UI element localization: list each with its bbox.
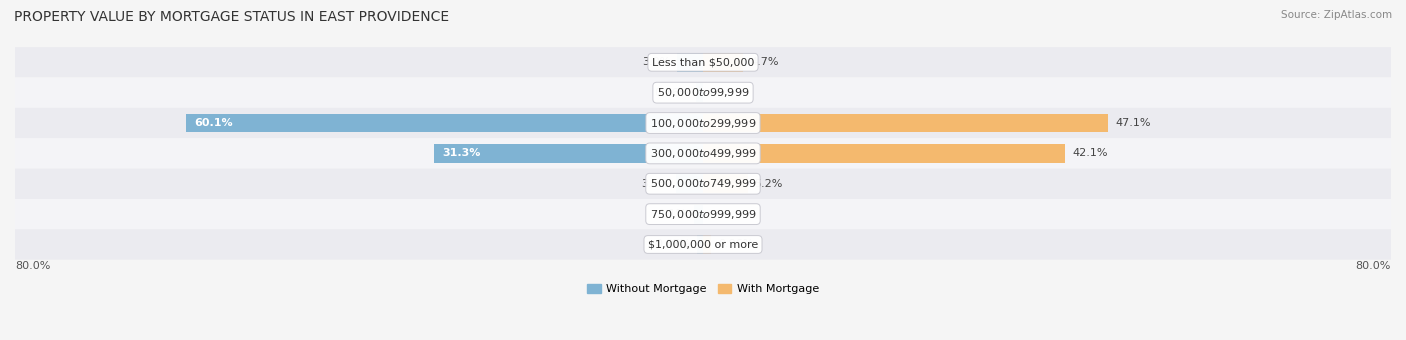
Text: $100,000 to $299,999: $100,000 to $299,999: [650, 117, 756, 130]
Text: $50,000 to $99,999: $50,000 to $99,999: [657, 86, 749, 99]
Bar: [703, 235, 711, 254]
Text: $500,000 to $749,999: $500,000 to $749,999: [650, 177, 756, 190]
Bar: [186, 114, 703, 133]
Text: 42.1%: 42.1%: [1071, 148, 1108, 158]
Bar: [676, 174, 703, 193]
FancyBboxPatch shape: [15, 108, 1391, 138]
FancyBboxPatch shape: [15, 199, 1391, 229]
FancyBboxPatch shape: [15, 169, 1391, 199]
Text: $750,000 to $999,999: $750,000 to $999,999: [650, 208, 756, 221]
Text: 80.0%: 80.0%: [15, 261, 51, 271]
Text: $300,000 to $499,999: $300,000 to $499,999: [650, 147, 756, 160]
Text: Less than $50,000: Less than $50,000: [652, 57, 754, 67]
Legend: Without Mortgage, With Mortgage: Without Mortgage, With Mortgage: [582, 279, 824, 299]
Text: 3.0%: 3.0%: [643, 57, 671, 67]
Text: Source: ZipAtlas.com: Source: ZipAtlas.com: [1281, 10, 1392, 20]
Bar: [678, 53, 703, 72]
Bar: [703, 53, 744, 72]
Bar: [703, 144, 1066, 163]
Bar: [434, 144, 703, 163]
Text: 0.76%: 0.76%: [654, 88, 689, 98]
Text: 0.96%: 0.96%: [718, 239, 754, 250]
Bar: [693, 205, 703, 223]
Text: 60.1%: 60.1%: [195, 118, 233, 128]
Text: 4.7%: 4.7%: [751, 57, 779, 67]
Text: 5.2%: 5.2%: [755, 179, 783, 189]
Bar: [696, 83, 703, 102]
FancyBboxPatch shape: [15, 138, 1391, 169]
Text: $1,000,000 or more: $1,000,000 or more: [648, 239, 758, 250]
Bar: [697, 235, 703, 254]
FancyBboxPatch shape: [15, 78, 1391, 108]
Bar: [703, 174, 748, 193]
Bar: [703, 114, 1108, 133]
Text: 47.1%: 47.1%: [1115, 118, 1150, 128]
FancyBboxPatch shape: [15, 229, 1391, 260]
Text: 31.3%: 31.3%: [443, 148, 481, 158]
FancyBboxPatch shape: [15, 47, 1391, 78]
Text: 1.1%: 1.1%: [658, 209, 686, 219]
Text: PROPERTY VALUE BY MORTGAGE STATUS IN EAST PROVIDENCE: PROPERTY VALUE BY MORTGAGE STATUS IN EAS…: [14, 10, 449, 24]
Text: 3.1%: 3.1%: [641, 179, 669, 189]
Text: 80.0%: 80.0%: [1355, 261, 1391, 271]
Text: 0.67%: 0.67%: [655, 239, 690, 250]
